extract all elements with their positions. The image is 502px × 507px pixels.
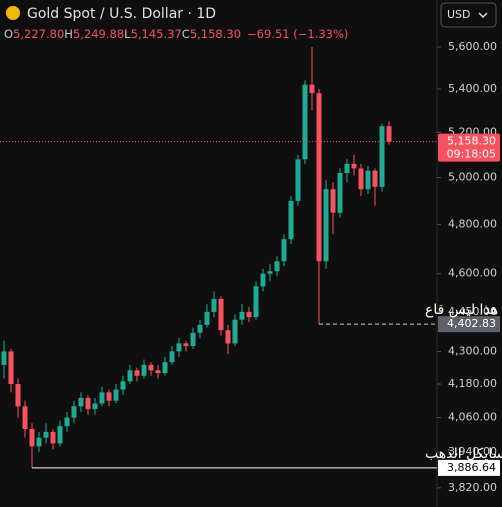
- candle-body: [344, 163, 350, 173]
- candle-body: [120, 381, 126, 390]
- candle-body: [127, 370, 133, 382]
- y-tick-label: 4,450.00: [448, 305, 497, 318]
- candle-body: [106, 392, 112, 401]
- ohlc-value: 5,158.30: [190, 27, 241, 41]
- y-tick-label: 5,400.00: [448, 82, 497, 95]
- annotation-price-label: 4,402.83: [447, 317, 496, 330]
- candle-body: [323, 189, 329, 262]
- candle-body: [274, 261, 280, 272]
- annotation-price-label: 3,886.64: [447, 461, 496, 474]
- candle-body: [218, 299, 224, 331]
- candle-body: [71, 406, 77, 418]
- y-tick-label: 3,940.00: [448, 445, 497, 458]
- ohlc-row: O5,227.80H5,249.88L5,145.37C5,158.30 −69.…: [4, 27, 348, 41]
- currency-button[interactable]: [440, 2, 497, 28]
- candle-body: [78, 397, 84, 407]
- candle-body: [358, 168, 364, 190]
- candle-body: [15, 384, 21, 407]
- candle-body: [57, 426, 63, 444]
- candle-body: [267, 271, 273, 274]
- ohlc-value: 5,249.88: [73, 27, 124, 41]
- candle-body: [211, 299, 217, 312]
- candle-body: [225, 330, 231, 344]
- annotation-text: هذا القاع هو المهم لسايكل الذهب: [425, 446, 502, 462]
- current-price-label: 5,158.30: [447, 135, 496, 148]
- currency-label[interactable]: USD: [447, 8, 471, 21]
- candle-body: [64, 417, 70, 427]
- candle-body: [22, 406, 28, 430]
- symbol-title: Gold Spot / U.S. Dollar · 1D: [27, 6, 216, 22]
- candle-body: [92, 403, 98, 410]
- countdown-label: 09:18:05: [447, 148, 496, 161]
- candle-body: [169, 351, 175, 363]
- ohlc-key: L: [124, 27, 131, 41]
- candle-body: [253, 286, 259, 318]
- candle-body: [337, 172, 343, 213]
- candle-body: [246, 311, 252, 318]
- ohlc-value: 5,227.80: [13, 27, 64, 41]
- candle-body: [232, 319, 238, 344]
- candle-body: [330, 189, 336, 213]
- candle-body: [8, 351, 14, 385]
- candle-body: [239, 311, 245, 320]
- candle-body: [148, 364, 154, 371]
- candle-body: [1, 351, 7, 365]
- ohlc-key: C: [182, 27, 190, 41]
- y-tick-label: 3,820.00: [448, 481, 497, 494]
- ohlc-text: O5,227.80H5,249.88L5,145.37C5,158.30 −69.…: [4, 27, 348, 41]
- candle-body: [85, 397, 91, 410]
- annotation-price-box: [438, 459, 500, 476]
- candle-body: [365, 170, 371, 190]
- y-tick-label: 4,180.00: [448, 377, 497, 390]
- y-tick-label: 4,800.00: [448, 218, 497, 231]
- candle-body: [162, 362, 168, 374]
- candle-body: [288, 200, 294, 240]
- candle-body: [99, 392, 105, 404]
- candle-body: [190, 332, 196, 347]
- candle-body: [204, 311, 210, 325]
- ohlc-key: O: [4, 27, 13, 41]
- ohlc-value: 5,145.37: [131, 27, 182, 41]
- ohlc-key: H: [64, 27, 73, 41]
- candle-body: [372, 170, 378, 187]
- current-price-box: [438, 133, 500, 162]
- candle-body: [43, 431, 49, 438]
- candle-body: [50, 431, 56, 444]
- candle-body: [134, 370, 140, 376]
- candle-body: [295, 159, 301, 201]
- candle-body: [36, 437, 42, 447]
- candle-body: [176, 343, 182, 352]
- candle-body: [302, 84, 308, 160]
- candle-body: [281, 239, 287, 262]
- y-tick-label: 4,600.00: [448, 267, 497, 280]
- y-tick-label: 4,300.00: [448, 344, 497, 357]
- candle-body: [316, 93, 322, 262]
- y-tick-label: 5,600.00: [448, 40, 497, 53]
- ohlc-change: −69.51 (−1.33%): [247, 27, 348, 41]
- candle-body: [29, 429, 35, 447]
- candle-body: [386, 126, 392, 142]
- annotation-text: هذا ليس قاع: [425, 302, 498, 318]
- dropdown-chevron[interactable]: [478, 12, 488, 19]
- candle-body: [183, 343, 189, 347]
- candle-body: [260, 273, 266, 287]
- candle-body: [155, 370, 161, 374]
- candle-body: [309, 84, 315, 94]
- candle-body: [113, 389, 119, 401]
- y-tick-label: 5,000.00: [448, 171, 497, 184]
- annotation-price-box: [438, 316, 500, 333]
- candle-body: [141, 364, 147, 376]
- candle-body: [351, 163, 357, 169]
- candle-body: [197, 324, 203, 333]
- gold-logo: [6, 6, 20, 20]
- y-tick-label: 4,060.00: [448, 411, 497, 424]
- candle-body: [379, 126, 385, 187]
